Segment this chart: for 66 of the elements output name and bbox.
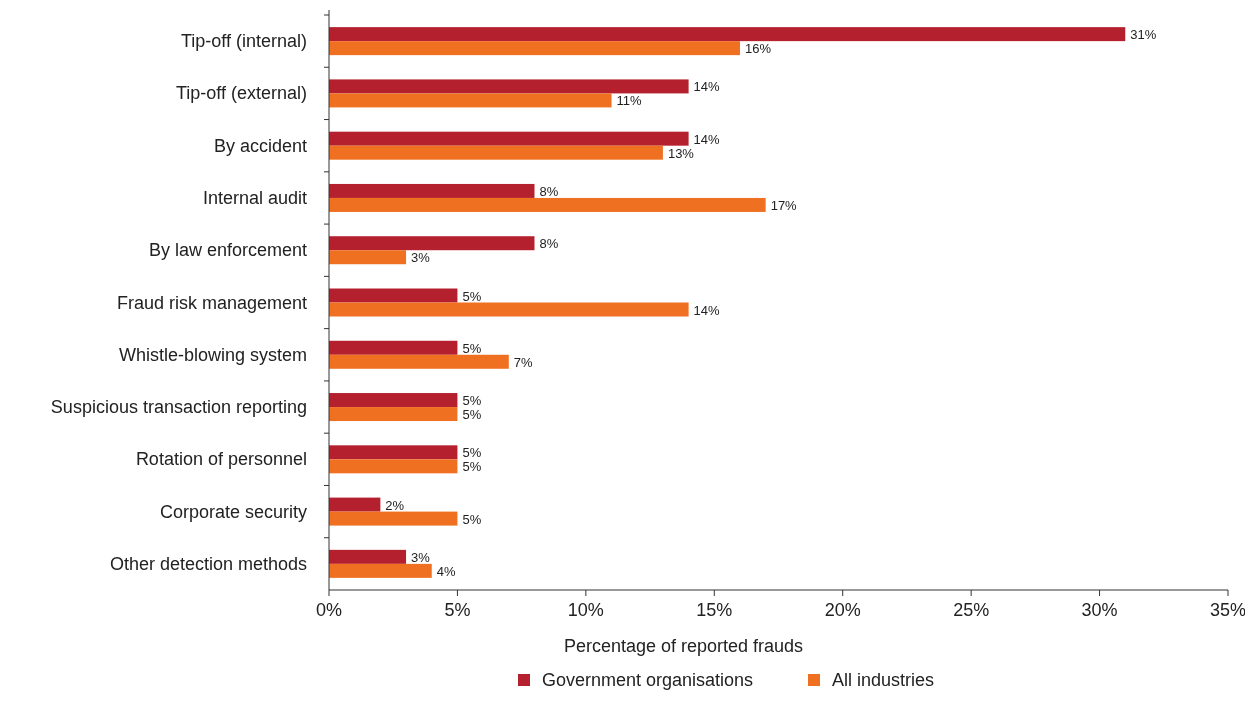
bar	[329, 497, 381, 512]
bar	[329, 549, 407, 564]
bar	[329, 393, 458, 408]
y-tick-label: Tip-off (internal)	[180, 31, 307, 52]
bar	[329, 27, 1126, 42]
bar	[329, 41, 740, 56]
y-tick-label: Fraud risk management	[116, 292, 307, 313]
x-tick-label: 5%	[444, 600, 471, 620]
bar	[329, 145, 663, 160]
data-label: 16%	[744, 41, 772, 57]
x-tick-label: 20%	[824, 600, 861, 620]
data-label: 5%	[462, 340, 482, 356]
y-tick-label: Other detection methods	[109, 553, 307, 574]
data-label: 14%	[693, 302, 721, 318]
data-label: 5%	[462, 459, 482, 475]
y-tick-label: Tip-off (external)	[175, 83, 307, 104]
bar	[329, 407, 458, 422]
x-tick-label: 10%	[567, 600, 604, 620]
bar	[329, 79, 689, 94]
bar	[329, 511, 458, 526]
data-label: 2%	[385, 497, 405, 513]
data-label: 31%	[1130, 27, 1157, 43]
data-label: 13%	[667, 145, 695, 161]
data-label: 11%	[616, 93, 643, 109]
data-label: 5%	[462, 511, 482, 527]
bar	[329, 236, 535, 251]
data-label: 17%	[770, 197, 798, 213]
data-label: 4%	[436, 563, 456, 579]
data-label: 8%	[539, 183, 559, 199]
y-tick-label: Corporate security	[159, 501, 307, 522]
bar	[329, 183, 535, 198]
y-tick-label: By law enforcement	[148, 240, 307, 261]
data-label: 5%	[462, 393, 482, 409]
data-label: 5%	[462, 288, 482, 304]
data-label: 5%	[462, 407, 482, 423]
x-tick-label: 35%	[1209, 600, 1247, 620]
y-tick-label: By accident	[213, 135, 307, 156]
bar	[329, 354, 509, 369]
bar	[329, 445, 458, 460]
y-tick-label: Internal audit	[202, 187, 307, 208]
x-axis-title: Percentage of reported frauds	[563, 636, 804, 656]
x-tick-label: 30%	[1081, 600, 1118, 620]
bar	[329, 93, 612, 108]
data-label: 8%	[539, 236, 559, 252]
y-tick-label: Suspicious transaction reporting	[50, 397, 307, 418]
bar	[329, 250, 407, 265]
data-label: 3%	[411, 549, 431, 565]
bar	[329, 340, 458, 355]
data-label: 3%	[411, 250, 431, 266]
y-tick-label: Whistle-blowing system	[118, 344, 307, 365]
data-label: 14%	[693, 79, 721, 95]
data-label: 14%	[693, 131, 721, 147]
x-tick-label: 25%	[953, 600, 990, 620]
x-tick-label: 15%	[696, 600, 733, 620]
bar	[329, 288, 458, 303]
legend-label: All industries	[832, 670, 935, 690]
y-tick-label: Rotation of personnel	[135, 449, 307, 470]
legend-label: Government organisations	[542, 670, 754, 690]
bar	[329, 131, 689, 146]
bar	[329, 197, 766, 212]
data-label: 7%	[513, 354, 534, 370]
bar	[329, 302, 689, 317]
x-tick-label: 0%	[315, 600, 343, 620]
data-label: 5%	[462, 445, 482, 461]
bar	[329, 459, 458, 474]
bar	[329, 563, 432, 578]
